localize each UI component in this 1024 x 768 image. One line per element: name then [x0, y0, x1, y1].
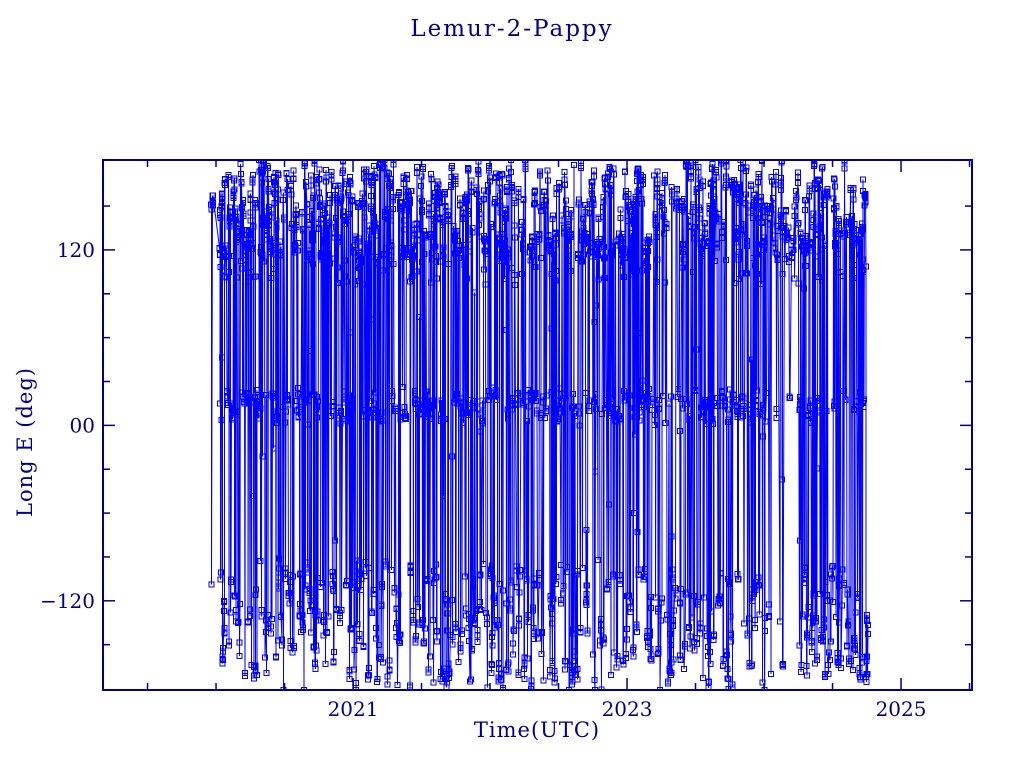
y-tick-label: 120 [57, 238, 95, 262]
x-tick-label: 2025 [876, 697, 927, 721]
x-tick-label: 2021 [328, 697, 379, 721]
chart-title: Lemur-2-Pappy [410, 16, 614, 42]
y-tick-label: −120 [40, 589, 95, 613]
x-tick-label: 2023 [602, 697, 653, 721]
x-axis-label: Time(UTC) [473, 718, 601, 742]
data-series-markers [208, 160, 871, 690]
y-tick-label: 00 [70, 413, 95, 437]
